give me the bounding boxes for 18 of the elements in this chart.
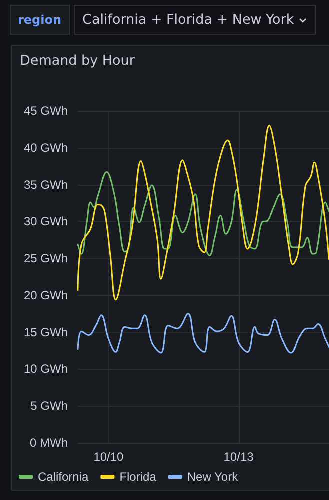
y-tick-label: 10 GWh — [24, 362, 68, 376]
y-tick-label: 15 GWh — [24, 325, 68, 340]
y-tick-label: 30 GWh — [24, 214, 68, 229]
y-tick-label: 40 GWh — [24, 140, 68, 155]
y-tick-label: 20 GWh — [24, 288, 68, 302]
x-tick-label: 10/13 — [224, 450, 254, 464]
y-tick-label: 5 GWh — [30, 399, 68, 414]
chart-title: Demand by Hour — [20, 53, 135, 69]
text: region — [10, 5, 70, 35]
x-tick-label: 10/10 — [94, 450, 124, 464]
legend-label: Florida — [120, 470, 157, 484]
text: California + Florida + New York — [82, 11, 294, 30]
y-tick-label: 25 GWh — [24, 252, 68, 266]
y-tick-label: 35 GWh — [24, 178, 68, 192]
y-tick-label: 0 MWh — [30, 436, 68, 450]
legend-label: New York — [187, 470, 240, 484]
legend-label: California — [38, 470, 90, 484]
y-tick-label: 45 GWh — [24, 104, 68, 118]
